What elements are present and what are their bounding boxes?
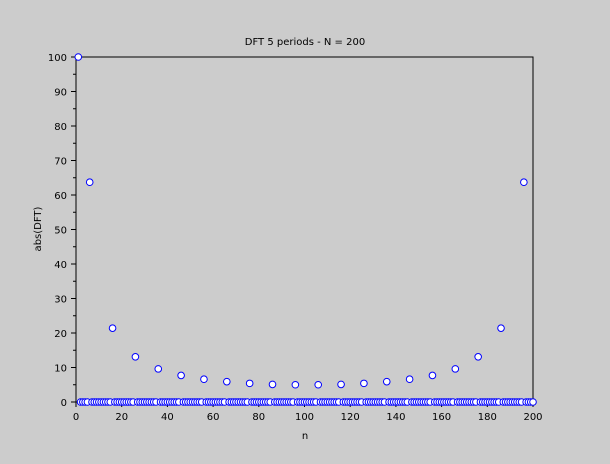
data-point-peak [474,353,482,361]
x-tick-label: 120 [341,412,360,423]
data-point-peak [154,365,163,373]
x-tick-label: 140 [386,412,405,423]
y-tick-label: 100 [48,53,67,64]
x-tick-label: 40 [161,412,174,423]
y-tick-label: 60 [54,191,67,202]
data-point-peak [520,178,528,187]
y-tick-label: 80 [54,122,67,133]
data-point-peak [108,324,117,332]
y-tick-label: 10 [54,364,67,375]
data-point-peak [131,353,140,361]
data-point-peak [223,377,231,386]
data-point-peak [177,371,185,380]
data-point-peak [74,53,83,61]
x-tick-label: 80 [252,412,265,423]
y-tick-label: 90 [54,88,67,99]
data-point-peak [314,380,323,389]
x-tick-label: 160 [432,412,451,423]
y-tick-label: 50 [54,226,67,237]
data-point-peak [268,380,277,389]
data-point-peak [360,379,368,388]
x-tick-label: 180 [478,412,497,423]
data-point-peak [200,375,208,384]
y-tick-label: 20 [54,329,67,340]
data-point-peak [85,178,94,187]
x-tick-label: 100 [295,412,314,423]
y-tick-label: 70 [54,157,67,168]
data-point-peak [428,371,437,380]
y-axis-label: abs(DFT) [33,206,44,251]
x-tick-label: 0 [73,412,79,423]
data-point-peak [337,380,345,389]
y-tick-label: 0 [61,398,67,409]
chart-title: DFT 5 periods - N = 200 [245,37,365,48]
x-tick-label: 200 [523,412,542,423]
data-point-zero [529,398,537,406]
data-point-peak [451,365,460,373]
y-tick-label: 40 [54,260,67,271]
data-point-peak [497,324,505,332]
data-point-peak [291,380,300,389]
data-point-peak [382,377,391,386]
data-point-peak [245,379,254,388]
x-tick-label: 20 [115,412,128,423]
y-tick-label: 30 [54,295,67,306]
plot-frame [75,56,534,403]
x-axis-label: n [302,431,308,442]
x-tick-label: 60 [207,412,220,423]
data-point-peak [405,375,414,384]
